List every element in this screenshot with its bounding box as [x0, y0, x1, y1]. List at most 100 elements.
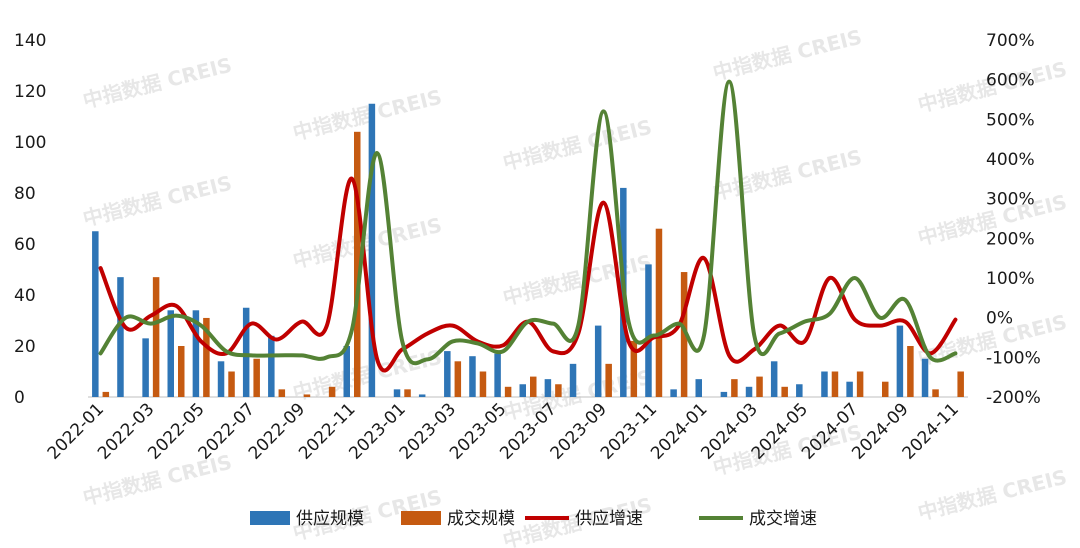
- x-tick-label: 2024-11: [899, 399, 963, 463]
- legend: 供应规模 成交规模 供应增速 成交增速: [250, 509, 817, 529]
- bar-supply: [745, 386, 753, 397]
- bar-supply: [720, 391, 728, 397]
- bar-deal: [555, 384, 562, 397]
- bar-deal: [781, 386, 788, 397]
- bar-supply: [217, 361, 225, 397]
- bar-deal: [882, 381, 889, 397]
- bar-deal: [253, 358, 260, 397]
- left-axis-tick: 0: [14, 388, 25, 408]
- bar-deal: [303, 394, 311, 397]
- bar-supply: [142, 338, 149, 397]
- bar-deal: [907, 346, 914, 397]
- legend-swatch: [401, 511, 441, 525]
- bar-supply: [469, 356, 476, 397]
- bar-deal: [328, 386, 336, 397]
- bar-deal: [856, 371, 864, 397]
- bars: [92, 103, 964, 398]
- bar-deal: [831, 371, 839, 397]
- bar-supply: [393, 389, 401, 397]
- right-axis-tick: -100%: [986, 348, 1041, 368]
- bar-deal: [454, 361, 462, 397]
- right-axis: -200% -100% 0% 100% 200% 300% 400% 500% 600% 700%: [986, 31, 1041, 408]
- watermark-text: 中指数据 CREIS: [290, 85, 444, 145]
- watermark-text: 中指数据 CREIS: [710, 145, 864, 205]
- bar-supply: [444, 351, 451, 397]
- right-axis-tick: 200%: [986, 229, 1035, 249]
- bar-deal: [404, 389, 411, 397]
- watermark-text: 中指数据 CREIS: [80, 53, 234, 113]
- bar-supply: [418, 394, 426, 397]
- bar-deal: [203, 317, 210, 397]
- watermark-text: 中指数据 CREIS: [710, 25, 864, 85]
- bar-supply: [192, 310, 200, 397]
- bar-supply: [796, 384, 803, 397]
- bar-deal: [605, 363, 612, 397]
- bar-supply: [896, 325, 904, 397]
- right-axis-tick: -200%: [986, 388, 1041, 408]
- left-axis: 0 20 40 60 80 100 120 140: [14, 31, 46, 408]
- legend-label: 成交规模: [447, 509, 515, 529]
- left-axis-tick: 140: [14, 31, 46, 51]
- watermark-text: 中指数据 CREIS: [500, 115, 654, 175]
- watermark-text: 中指数据 CREIS: [80, 171, 234, 231]
- bar-deal: [102, 391, 110, 397]
- left-axis-tick: 100: [14, 133, 46, 153]
- lines: [98, 79, 958, 373]
- bar-supply: [167, 310, 174, 397]
- bar-supply: [594, 325, 602, 397]
- line-deal-growth: [98, 79, 958, 366]
- bar-deal: [680, 272, 688, 397]
- right-axis-tick: 700%: [986, 31, 1035, 51]
- right-axis-tick: 400%: [986, 150, 1035, 170]
- bar-supply: [670, 389, 677, 397]
- x-ticks: 2022-012022-032022-052022-072022-092022-…: [44, 399, 963, 463]
- left-axis-tick: 120: [14, 82, 46, 102]
- bar-supply: [569, 363, 577, 397]
- bar-deal: [479, 371, 487, 397]
- bar-deal: [278, 389, 286, 397]
- legend-label: 成交增速: [749, 509, 817, 529]
- bar-deal: [731, 379, 738, 397]
- watermark-text: 中指数据 CREIS: [290, 213, 444, 273]
- bar-supply: [519, 384, 526, 397]
- bar-deal: [932, 389, 939, 397]
- bar-deal: [178, 346, 185, 397]
- left-axis-tick: 80: [14, 184, 36, 204]
- line-supply-growth: [98, 176, 958, 373]
- bar-supply: [544, 379, 552, 397]
- bar-supply: [770, 361, 778, 397]
- bar-supply: [368, 103, 376, 397]
- bar-supply: [821, 371, 828, 397]
- bar-deal: [655, 228, 663, 397]
- bar-supply: [268, 335, 275, 397]
- bar-supply: [92, 231, 99, 397]
- bar-deal: [630, 340, 638, 397]
- right-axis-tick: 300%: [986, 190, 1035, 210]
- bar-supply: [117, 277, 124, 397]
- legend-swatch: [250, 511, 290, 525]
- bar-deal: [152, 277, 160, 397]
- bar-deal: [957, 371, 964, 397]
- legend-label: 供应增速: [575, 509, 643, 529]
- bar-deal: [504, 386, 512, 397]
- watermark-text: 中指数据 CREIS: [500, 250, 654, 310]
- right-axis-tick: 600%: [986, 71, 1035, 91]
- right-axis-tick: 500%: [986, 110, 1035, 130]
- bar-supply: [921, 358, 929, 397]
- legend-label: 供应规模: [296, 509, 364, 529]
- left-axis-tick: 40: [14, 286, 36, 306]
- watermark-text: 中指数据 CREIS: [915, 465, 1069, 525]
- bar-deal: [756, 376, 763, 397]
- watermarks: 中指数据 CREIS 中指数据 CREIS 中指数据 CREIS 中指数据 CREIS…: [80, 25, 1069, 548]
- left-axis-tick: 60: [14, 235, 36, 255]
- bar-deal: [228, 371, 235, 397]
- bar-deal: [530, 376, 537, 397]
- left-axis-tick: 20: [14, 337, 36, 357]
- bar-deal: [354, 131, 361, 398]
- bar-supply: [343, 346, 350, 397]
- right-axis-tick: 100%: [986, 269, 1035, 289]
- right-axis-tick: 0%: [986, 309, 1013, 329]
- bar-supply: [242, 307, 250, 397]
- bar-supply: [846, 381, 853, 397]
